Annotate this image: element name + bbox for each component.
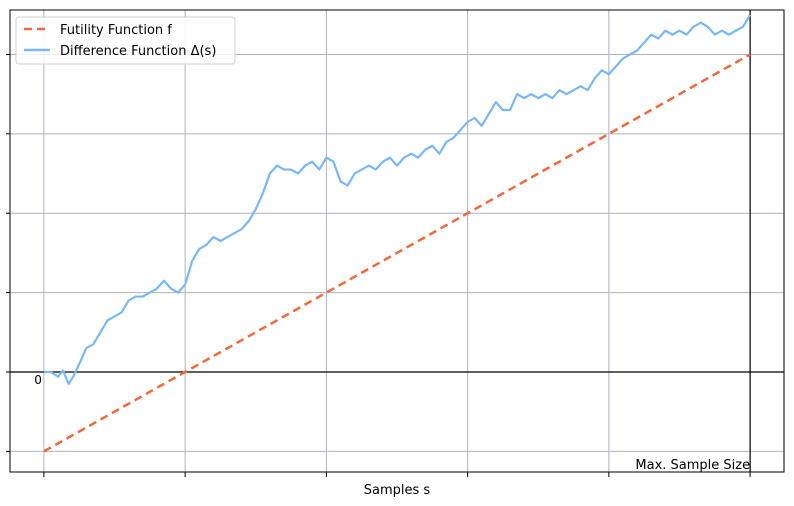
- axis-layer: [6, 10, 784, 477]
- legend-box: [15, 16, 236, 65]
- x-axis-label: Samples s: [364, 483, 431, 498]
- zero-tick-label: 0: [34, 373, 42, 387]
- grid-layer: [10, 10, 784, 472]
- legend-label-difference: Difference Function Δ(s): [60, 44, 216, 59]
- max-sample-size-label: Max. Sample Size: [635, 458, 750, 473]
- series-layer: [43, 14, 752, 453]
- plot-frame: [9, 9, 785, 473]
- series-difference-line: [43, 14, 752, 385]
- legend: Futility Function f Difference Function …: [15, 16, 236, 65]
- legend-label-futility: Futility Function f: [60, 23, 172, 38]
- series-futility-line: [43, 53, 751, 453]
